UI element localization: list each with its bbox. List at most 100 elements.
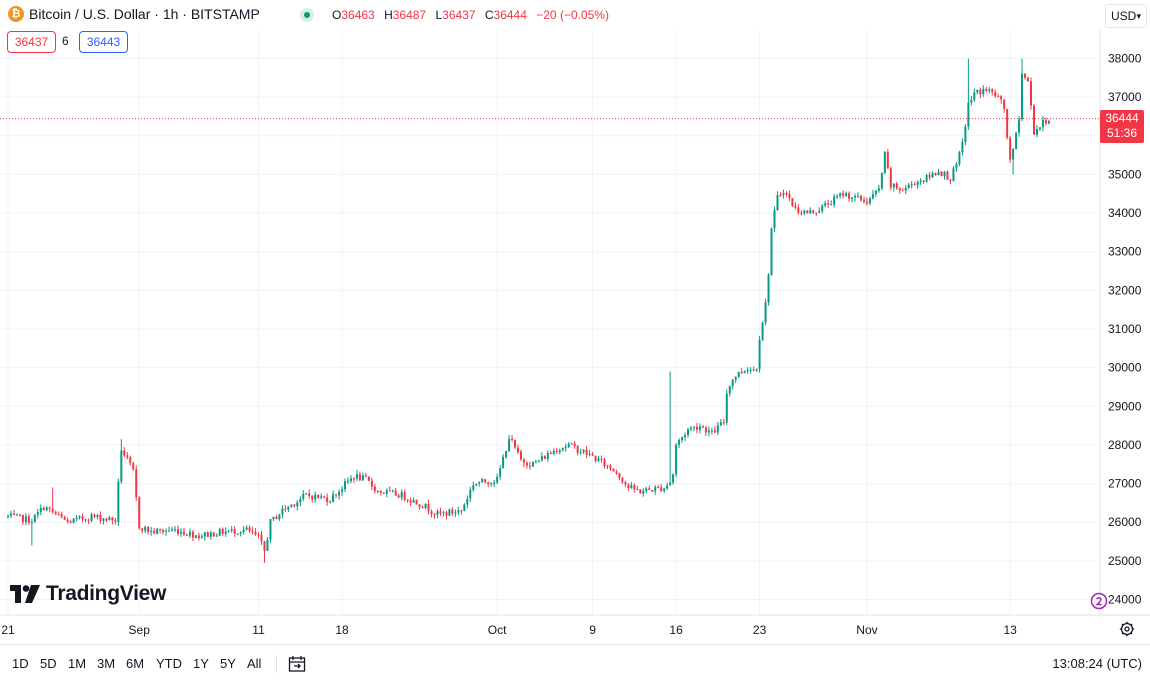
candle xyxy=(502,454,505,469)
candle xyxy=(514,439,517,450)
utc-clock[interactable]: 13:08:24 (UTC) xyxy=(1052,656,1142,671)
range-5y-button[interactable]: 5Y xyxy=(220,656,236,671)
candle xyxy=(338,489,341,500)
candle xyxy=(818,207,821,214)
candle xyxy=(865,197,868,206)
candle xyxy=(78,515,81,520)
candle xyxy=(689,426,692,432)
candle xyxy=(320,493,323,500)
calendar-range-icon[interactable] xyxy=(288,655,306,673)
candle xyxy=(710,427,713,435)
candle xyxy=(290,504,293,508)
range-5d-button[interactable]: 5D xyxy=(40,656,57,671)
candle xyxy=(1024,72,1027,80)
range-1d-button[interactable]: 1D xyxy=(12,656,29,671)
candle xyxy=(260,530,263,545)
price-tick-label: 24000 xyxy=(1108,593,1142,607)
candle xyxy=(385,488,388,498)
candle xyxy=(880,172,883,191)
candle xyxy=(639,489,642,494)
candle xyxy=(519,449,522,462)
gear-icon[interactable] xyxy=(1119,621,1135,637)
range-all-button[interactable]: All xyxy=(247,656,262,671)
candle xyxy=(206,531,209,538)
time-tick-label: 23 xyxy=(753,623,767,637)
candle xyxy=(588,449,591,457)
candle xyxy=(194,534,197,539)
compare-icon[interactable] xyxy=(1090,592,1108,610)
candle xyxy=(185,533,188,536)
candle xyxy=(72,518,75,524)
range-3m-button[interactable]: 3M xyxy=(97,656,116,671)
candle xyxy=(138,496,141,530)
candle xyxy=(30,518,33,546)
candle xyxy=(120,439,123,484)
candle xyxy=(701,424,704,428)
currency-select[interactable]: USD ▾ xyxy=(1105,4,1147,28)
candle xyxy=(791,197,794,207)
candle xyxy=(484,478,487,484)
candle xyxy=(877,184,880,193)
candle xyxy=(567,441,570,449)
candle xyxy=(182,528,185,536)
price-tick-label: 34000 xyxy=(1108,206,1142,220)
candle xyxy=(1041,115,1044,132)
candle xyxy=(93,513,96,519)
candle xyxy=(666,482,669,491)
range-1y-button[interactable]: 1Y xyxy=(193,656,209,671)
candle xyxy=(239,531,242,537)
time-tick-label: 11 xyxy=(252,623,265,637)
candle xyxy=(90,512,93,523)
candle xyxy=(737,371,740,379)
market-status-icon[interactable] xyxy=(300,8,314,22)
candle xyxy=(99,511,102,524)
candle xyxy=(946,170,949,180)
candle xyxy=(761,321,764,342)
candle xyxy=(752,366,755,372)
candle xyxy=(976,89,979,95)
candle xyxy=(961,138,964,156)
candle xyxy=(851,196,854,203)
candle xyxy=(188,528,191,539)
candle xyxy=(788,190,791,202)
candle xyxy=(165,528,168,536)
candle xyxy=(117,478,120,526)
price-chart[interactable]: 24000 25000 26000 27000 28000 29000 30000 31000… xyxy=(0,0,1150,644)
candle xyxy=(466,495,469,509)
candle xyxy=(66,517,69,524)
candle xyxy=(45,505,48,512)
candle xyxy=(928,172,931,181)
range-6m-button[interactable]: 6M xyxy=(126,656,145,671)
candle xyxy=(925,173,928,183)
candle xyxy=(886,148,889,169)
candle xyxy=(478,480,481,487)
candlestick-series xyxy=(7,58,1050,563)
range-ytd-button[interactable]: YTD xyxy=(156,656,182,671)
candle xyxy=(1003,99,1006,113)
price-tick-label: 26000 xyxy=(1108,515,1142,529)
candle xyxy=(33,514,36,523)
candle xyxy=(203,531,206,541)
candle xyxy=(531,460,534,467)
candle xyxy=(692,426,695,432)
candle xyxy=(755,368,758,372)
candle xyxy=(153,527,156,534)
candle xyxy=(418,504,421,510)
sell-price-button[interactable]: 36437 xyxy=(7,31,56,53)
candle xyxy=(1044,117,1047,126)
range-1m-button[interactable]: 1M xyxy=(68,656,87,671)
candle xyxy=(379,490,382,496)
candle xyxy=(871,189,874,200)
candle xyxy=(833,193,836,208)
candle xyxy=(782,189,785,199)
candle xyxy=(854,193,857,202)
candle xyxy=(209,530,212,540)
candle xyxy=(469,486,472,502)
candle xyxy=(1038,127,1041,131)
candle xyxy=(1047,119,1050,125)
candle xyxy=(1009,135,1012,163)
buy-price-button[interactable]: 36443 xyxy=(79,31,128,53)
symbol-title[interactable]: Bitcoin / U.S. Dollar · 1h · BITSTAMP xyxy=(29,6,260,22)
candle xyxy=(230,525,233,533)
time-axis[interactable]: 21 Sep 11 18 Oct 9 16 23 Nov 13 xyxy=(1,623,1017,637)
